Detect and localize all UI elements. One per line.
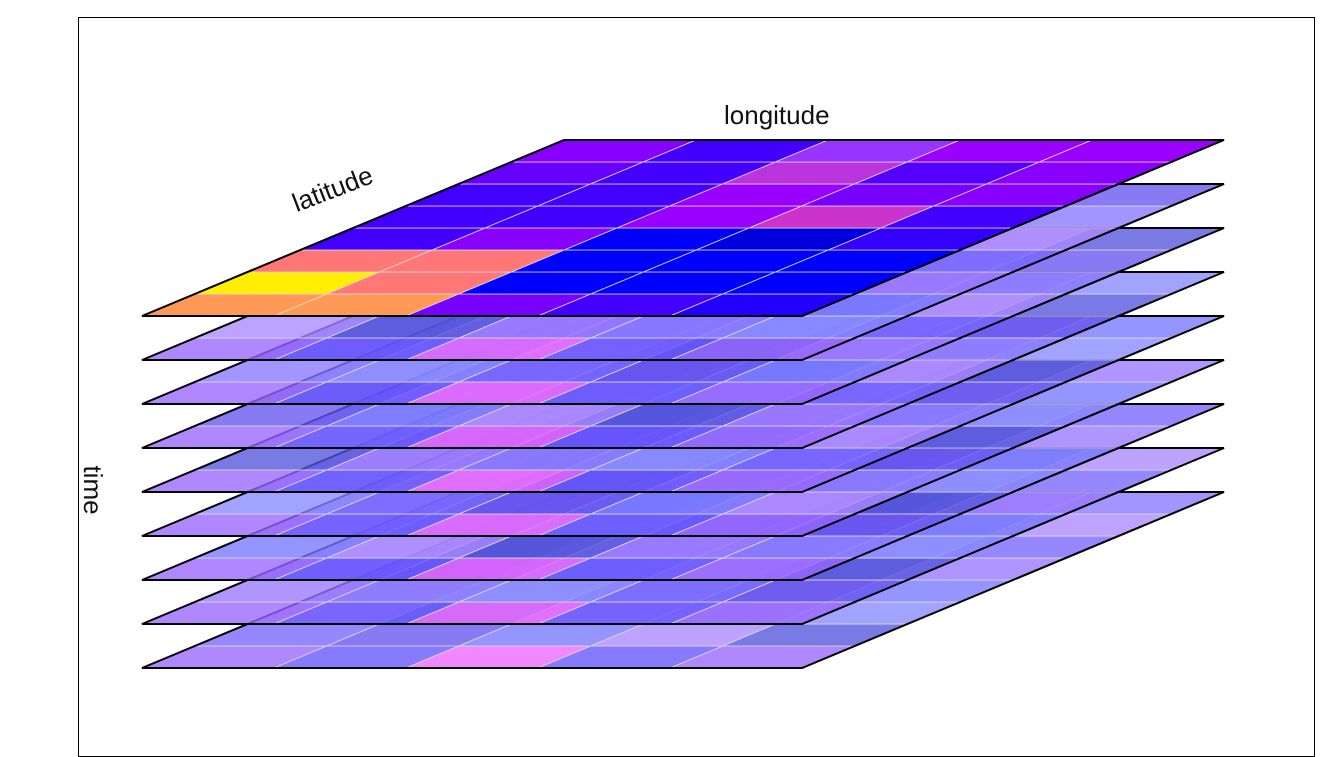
data-cube-diagram [141, 139, 1225, 669]
time-label: time [78, 465, 108, 515]
layer-outline [141, 139, 1225, 317]
cube-top-layer [141, 139, 1225, 317]
longitude-label: longitude [724, 100, 830, 130]
